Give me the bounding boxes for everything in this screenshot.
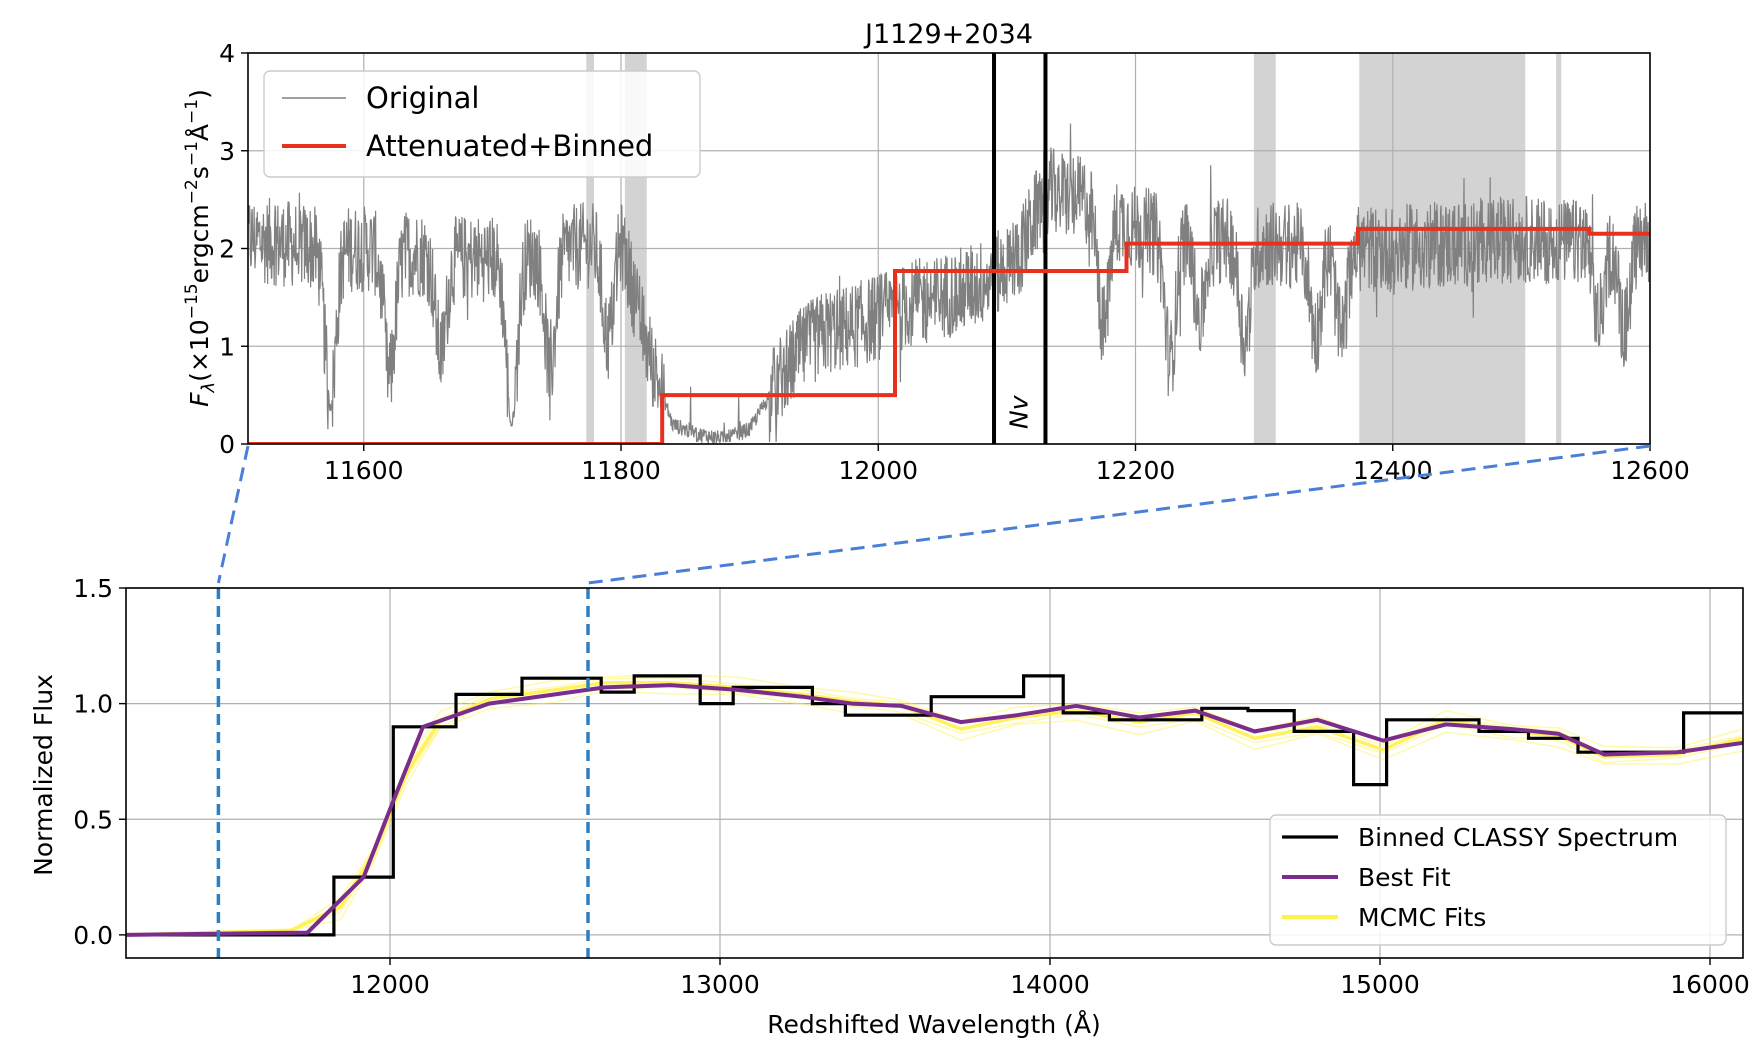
best-fit-line: [126, 683, 1743, 937]
x-tick-label: 12600: [1610, 456, 1690, 485]
top-panel: Nv 11600 11800 12000 12200 12400 12600 01234 …: [182, 19, 1690, 485]
bottom-y-axis-label: Normalized Flux: [29, 674, 58, 876]
bottom-y-axis: 0.0 0.5 1.0 1.5: [73, 574, 126, 950]
y-tick-label: 3: [219, 137, 235, 166]
bottom-legend-box: [1269, 814, 1727, 946]
attenuated-binned-line: [248, 226, 1650, 444]
bottom-legend: Binned CLASSY Spectrum Best Fit MCMC Fit…: [1269, 814, 1727, 946]
top-legend: Original Attenuated+Binned: [263, 70, 701, 178]
ylabel-mid1: ergcm: [185, 204, 214, 283]
top-chart-title: J1129+2034: [863, 19, 1033, 50]
legend-label-attenuated: Attenuated+Binned: [366, 129, 653, 163]
ylabel-exp4: −1: [182, 99, 202, 124]
zoom-range-lines: [216, 588, 590, 958]
ylabel-open: (×10: [185, 319, 214, 382]
x-tick-label: 12000: [350, 970, 430, 999]
x-tick-label: 12000: [838, 456, 918, 485]
binned-classy-spectrum-line: [126, 674, 1743, 937]
ylabel-mid2: s: [185, 166, 214, 179]
x-tick-label: 11800: [581, 456, 661, 485]
x-tick-label: 11600: [324, 456, 404, 485]
top-y-axis: 0 1 2 3 4: [219, 39, 248, 459]
ylabel-exp1: −15: [182, 283, 202, 319]
ylabel-exp3: −1: [182, 141, 202, 166]
ylabel-base: F: [185, 392, 214, 407]
y-tick-label: 0.5: [73, 805, 113, 834]
x-tick-label: 15000: [1340, 970, 1420, 999]
y-tick-label: 4: [219, 39, 235, 68]
mcmc-fit-line: [126, 690, 1743, 936]
bottom-x-axis-label: Redshifted Wavelength (Å): [767, 1010, 1101, 1039]
top-legend-box: [263, 70, 701, 178]
top-y-axis-label: Fλ(×10−15ergcm−2s−1Å−1): [182, 89, 219, 407]
bottom-x-axis: 12000 13000 14000 15000 16000: [350, 958, 1750, 999]
bottom-panel: 12000 13000 14000 15000 16000 0.0 0.5 1.0 1.5 R…: [29, 574, 1750, 1039]
ylabel-close: ): [185, 89, 214, 99]
ylabel-exp2: −2: [182, 179, 202, 204]
ylabel-mid3: Å: [185, 124, 214, 141]
legend-label-classy: Binned CLASSY Spectrum: [1358, 823, 1678, 852]
zoom-connector-right: [587, 444, 1651, 585]
nv-marker-lines: [992, 53, 1048, 444]
y-tick-label: 1.5: [73, 574, 113, 603]
nv-annotation: Nv: [1005, 394, 1034, 429]
y-tick-label: 0: [219, 430, 235, 459]
x-tick-label: 12200: [1096, 456, 1176, 485]
y-tick-label: 1.0: [73, 690, 113, 719]
y-tick-label: 0.0: [73, 921, 113, 950]
bottom-plot-frame: [125, 587, 1744, 959]
top-x-axis: 11600 11800 12000 12200 12400 12600: [324, 444, 1690, 485]
legend-label-mcmc: MCMC Fits: [1358, 903, 1486, 932]
original-spectrum-line: [248, 123, 1650, 444]
zoom-connector-left: [216, 445, 250, 584]
y-tick-label: 1: [219, 332, 235, 361]
legend-label-original: Original: [366, 81, 479, 115]
x-tick-label: 13000: [680, 970, 760, 999]
x-tick-label: 14000: [1010, 970, 1090, 999]
x-tick-label: 12400: [1353, 456, 1433, 485]
x-tick-label: 16000: [1670, 970, 1750, 999]
legend-label-best-fit: Best Fit: [1358, 863, 1451, 892]
ylabel-sub: λ: [198, 382, 219, 394]
y-tick-label: 2: [219, 235, 235, 264]
